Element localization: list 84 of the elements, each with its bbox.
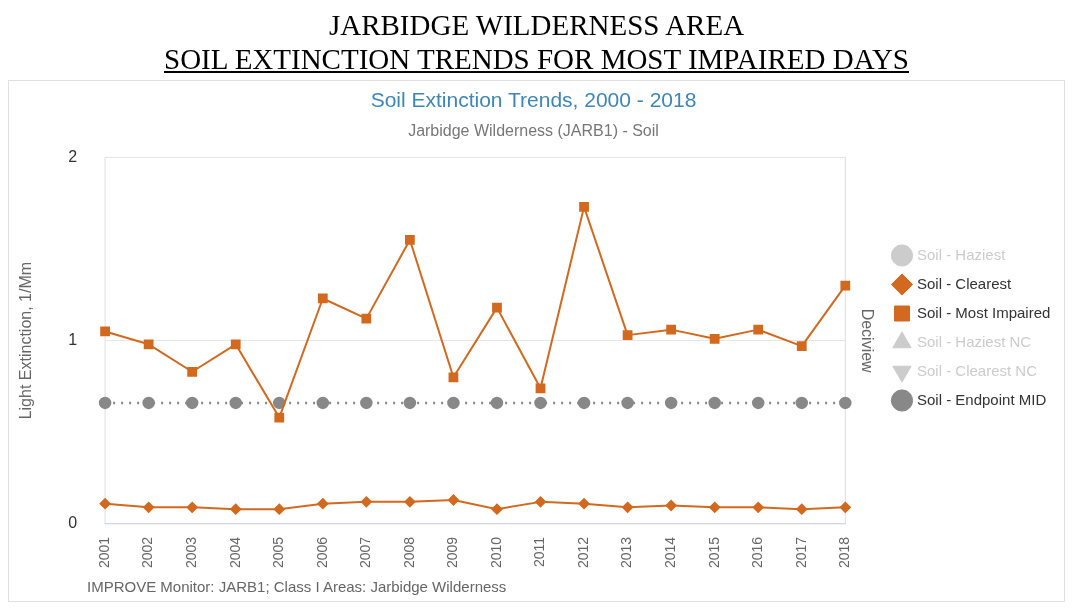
point (403, 396, 417, 410)
point (187, 366, 198, 377)
y-tick-label: 0 (68, 514, 78, 532)
chart-subtitle: Soil Extinction Trends, 2000 - 2018 (370, 88, 697, 112)
x-tick-label: 2012 (574, 536, 591, 569)
point (535, 496, 547, 508)
point (448, 372, 459, 383)
x-tick-label: 2014 (661, 536, 678, 569)
text: IMPROVE Monitor: JARB1; Class I Areas: Jarbidge Wilderness (87, 578, 507, 595)
point (577, 396, 591, 410)
point (100, 326, 110, 337)
point (579, 201, 589, 212)
point (796, 341, 807, 352)
point (622, 330, 633, 341)
point (99, 498, 111, 510)
legend-label: Soil - Endpoint MID (917, 390, 1047, 408)
x-tick-label: 2013 (618, 536, 635, 569)
point (665, 500, 677, 512)
point (230, 503, 242, 515)
point (535, 383, 546, 394)
point (839, 501, 851, 513)
point (143, 501, 155, 513)
point (752, 501, 764, 513)
point (709, 501, 721, 513)
x-tick-label: 2004 (226, 536, 243, 569)
y2-axis-title: Deciview (859, 308, 877, 374)
point (447, 494, 459, 506)
x-tick-label: 2015 (705, 536, 722, 569)
point (709, 333, 720, 344)
x-tick-label: 2018 (836, 536, 853, 569)
chart-title: JARBIDGE WILDERNESS AREA SOIL EXTINCTION TRENDS FOR MOST IMPAIRED DAYS (163, 8, 910, 76)
legend-label: Soil - Most Impaired (917, 303, 1051, 321)
point (273, 396, 286, 410)
point (405, 234, 415, 245)
point (361, 313, 372, 324)
x-tick-label: 2005 (270, 536, 287, 569)
point (360, 396, 373, 410)
x-tick-label: 2009 (444, 536, 461, 569)
point (491, 503, 503, 515)
x-tick-label: 2010 (487, 536, 504, 569)
x-tick-label: 2003 (183, 536, 200, 569)
point (98, 396, 112, 410)
y-tick-label: 2 (68, 147, 78, 165)
point (360, 496, 372, 508)
point (578, 498, 590, 510)
y-tick-label: 1 (68, 331, 78, 349)
point (447, 396, 460, 410)
x-tick-label: 2001 (95, 536, 112, 569)
point (490, 396, 504, 410)
point (317, 293, 328, 304)
x-tick-label: 2017 (792, 536, 809, 569)
point (404, 496, 416, 508)
point (316, 396, 330, 410)
point (142, 396, 155, 410)
point (795, 396, 809, 410)
x-tick-label: 2008 (400, 536, 417, 569)
point (753, 324, 764, 335)
point (839, 396, 852, 410)
point (534, 396, 547, 410)
point (666, 324, 677, 335)
point (796, 503, 808, 515)
point (751, 396, 765, 410)
x-tick-label: 2002 (139, 536, 156, 569)
point (317, 498, 329, 510)
text: Jarbidge Wilderness (JARB1) - Soil (408, 122, 659, 140)
point (840, 280, 851, 291)
point (708, 396, 721, 410)
point (664, 396, 678, 410)
point (621, 396, 634, 410)
x-tick-label: 2006 (313, 536, 330, 569)
y-axis-title: Light Extinction, 1/Mm (17, 261, 35, 420)
point (622, 501, 634, 513)
legend-label: Soil - Clearest (917, 274, 1013, 292)
point (143, 339, 154, 350)
point (274, 412, 285, 423)
point (229, 396, 242, 410)
point (273, 503, 285, 515)
point (186, 501, 198, 513)
point (492, 302, 502, 313)
x-tick-label: 2007 (357, 536, 374, 569)
x-tick-label: 2011 (531, 536, 548, 567)
point (185, 396, 199, 410)
x-tick-label: 2016 (749, 536, 766, 569)
point (230, 339, 241, 350)
